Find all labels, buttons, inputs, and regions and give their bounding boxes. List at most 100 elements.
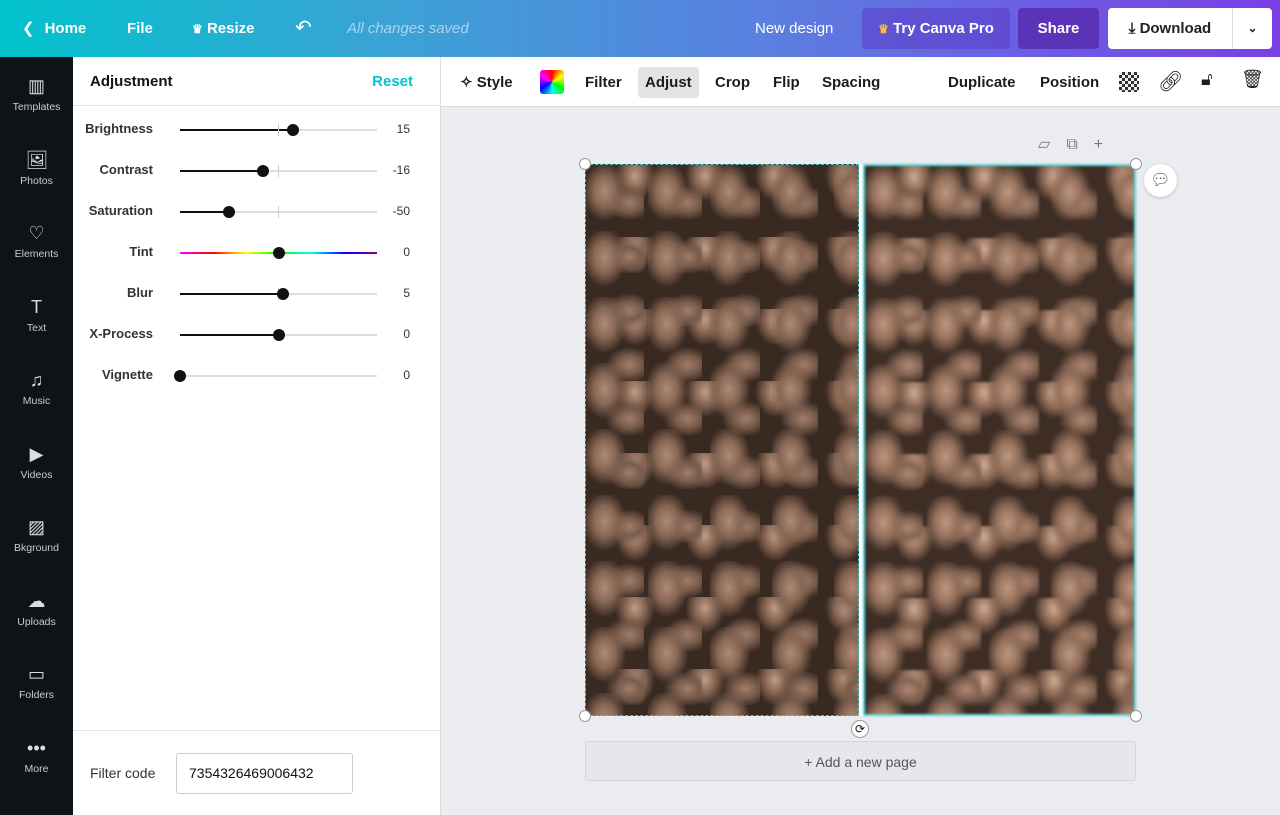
comment-icon[interactable]: 💬︎ (1144, 164, 1177, 197)
panel-title: Adjustment (90, 73, 173, 90)
design-page (585, 164, 1136, 716)
sidebar-item-folders[interactable]: ▭ Folders (0, 645, 73, 715)
slider-track[interactable] (180, 329, 377, 341)
sidebar-item-label: Music (22, 395, 51, 407)
link-icon[interactable]: 🔗︎ (1158, 71, 1184, 93)
add-page-button[interactable]: + Add a new page (585, 741, 1136, 781)
filter-button[interactable]: Filter (585, 74, 622, 91)
sidebar-item-label: More (24, 762, 49, 775)
copy-page-icon[interactable]: ⧉ (1066, 136, 1078, 153)
slider-handle[interactable] (272, 329, 285, 341)
home-button[interactable]: ❮ Home (22, 0, 86, 57)
duplicate-button[interactable]: Duplicate (948, 74, 1016, 91)
slider-track[interactable] (180, 247, 377, 259)
slider-value: 0 (403, 368, 410, 382)
sparkle-icon: ✧ (460, 74, 473, 91)
lock-icon[interactable]: 🔓︎ (1201, 69, 1213, 89)
rotate-icon[interactable]: ⟳ (851, 720, 869, 738)
slider-track[interactable] (174, 370, 377, 382)
try-pro-button[interactable]: ♛ Try Canva Pro (862, 8, 1010, 49)
slider-label: Blur (127, 285, 153, 300)
more-icon: ••• (27, 737, 46, 758)
slider-handle[interactable] (223, 206, 236, 218)
sidebar-item-label: Photos (20, 174, 53, 187)
slider-label: Contrast (99, 162, 153, 177)
sidebar-item-elements[interactable]: ♡ Elements (0, 204, 73, 274)
slider-tint: Tint 0 (73, 232, 441, 273)
color-picker-icon[interactable] (540, 70, 564, 94)
templates-icon: ▥ (27, 76, 45, 96)
coffee-beans-image-right[interactable] (863, 164, 1136, 716)
slider-handle[interactable] (256, 165, 269, 177)
slider-handle[interactable] (272, 247, 285, 259)
position-button[interactable]: Position (1040, 74, 1100, 91)
folders-icon: ▭ (27, 664, 45, 684)
sidebar: ▥ Templates 🖼 Photos ♡ Elements T Text ♫ Music ▶ Vi… (0, 57, 73, 815)
style-button[interactable]: ✧ Style (453, 67, 520, 98)
reset-button[interactable]: Reset (372, 73, 413, 90)
crown-icon: ♛ (878, 22, 889, 36)
sidebar-item-photos[interactable]: 🖼 Photos (0, 131, 73, 201)
trash-icon[interactable]: 🗑︎ (1241, 69, 1264, 89)
download-options-chevron-icon[interactable]: ⌄ (1232, 8, 1272, 49)
videos-icon: ▶ (29, 443, 44, 464)
transparency-icon[interactable] (1119, 72, 1139, 92)
sidebar-item-music[interactable]: ♫ Music (0, 351, 73, 421)
undo-icon[interactable]: ↶ (295, 17, 312, 39)
text-icon: T (31, 296, 42, 317)
file-menu[interactable]: File (127, 20, 153, 37)
save-status: All changes saved (347, 20, 469, 37)
crop-button[interactable]: Crop (715, 74, 750, 91)
sidebar-item-label: Elements (14, 248, 59, 260)
filter-code-input[interactable]: 7354326469006432 (176, 753, 353, 794)
add-page-icon[interactable]: + (1093, 136, 1104, 153)
photos-icon: 🖼 (25, 149, 49, 170)
notes-icon[interactable]: ▱ (1038, 136, 1051, 153)
slider-label: X-Process (89, 326, 153, 341)
home-label: Home (44, 20, 87, 37)
slider-track[interactable] (180, 206, 377, 218)
adjust-button[interactable]: Adjust (638, 67, 699, 98)
image-toolbar: ✧ Style Filter Adjust Crop Flip Spacing … (441, 57, 1280, 107)
uploads-icon: ☁ (27, 590, 46, 611)
resize-handle[interactable] (579, 158, 591, 170)
try-pro-label: Try Canva Pro (893, 20, 994, 37)
slider-track[interactable] (180, 124, 377, 136)
sidebar-item-uploads[interactable]: ☁ Uploads (0, 572, 73, 642)
slider-value: -16 (392, 163, 410, 177)
slider-handle[interactable] (287, 124, 300, 136)
sidebar-item-videos[interactable]: ▶ Videos (0, 425, 73, 495)
sidebar-item-text[interactable]: T Text (0, 278, 73, 348)
coffee-beans-image-left[interactable] (585, 164, 859, 716)
download-label: Download (1139, 20, 1212, 37)
top-bar: ❮ Home File ♛ Resize ↶ All changes saved … (0, 0, 1280, 57)
slider-blur: Blur 5 (73, 273, 441, 314)
sidebar-item-label: Uploads (17, 615, 56, 628)
slider-label: Saturation (88, 203, 153, 218)
resize-handle[interactable] (1130, 158, 1142, 170)
resize-handle[interactable] (1130, 710, 1142, 722)
sidebar-item-templates[interactable]: ▥ Templates (0, 57, 73, 127)
design-name[interactable]: New design (755, 20, 834, 37)
sidebar-item-bkground[interactable]: ▨ Bkground (0, 498, 73, 568)
sidebar-item-label: Folders (18, 689, 54, 701)
slider-value: 0 (403, 245, 410, 259)
slider-handle[interactable] (174, 370, 186, 382)
bkground-icon: ▨ (27, 517, 45, 537)
sidebar-item-label: Bkground (14, 542, 59, 554)
resize-button[interactable]: ♛ Resize (192, 0, 254, 57)
spacing-button[interactable]: Spacing (822, 74, 881, 91)
slider-handle[interactable] (277, 288, 290, 300)
slider-track[interactable] (180, 165, 377, 177)
slider-value: 15 (396, 122, 410, 136)
download-button[interactable]: ⤓ Download (1108, 8, 1232, 49)
slider-contrast: Contrast -16 (73, 150, 441, 191)
sidebar-item-label: Videos (20, 468, 53, 481)
sidebar-item-label: Templates (12, 101, 61, 113)
sidebar-item-more[interactable]: ••• More (0, 719, 73, 789)
slider-track[interactable] (180, 288, 377, 300)
flip-button[interactable]: Flip (773, 74, 800, 91)
sidebar-item-label: Text (26, 321, 47, 334)
resize-handle[interactable] (579, 710, 591, 722)
share-button[interactable]: Share (1018, 8, 1099, 49)
